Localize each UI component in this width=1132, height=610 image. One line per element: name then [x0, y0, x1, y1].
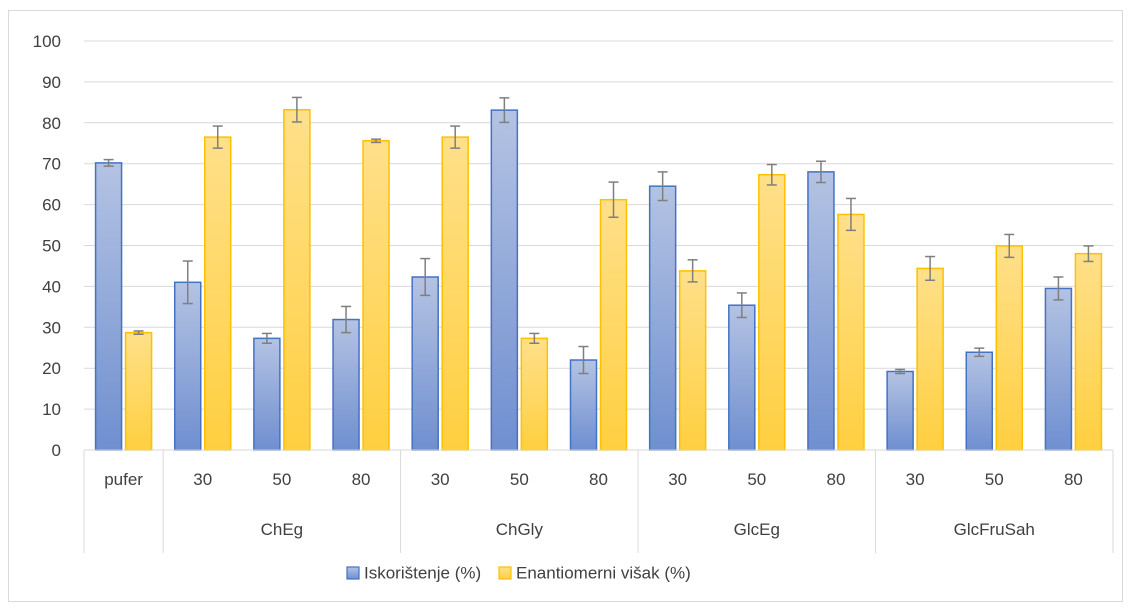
- y-tick-label: 30: [42, 318, 61, 337]
- bar: [1044, 287, 1073, 451]
- y-tick-label: 10: [42, 400, 61, 419]
- legend-swatch: [498, 566, 512, 580]
- bar: [362, 140, 390, 451]
- bar: [758, 173, 786, 451]
- bar: [807, 171, 835, 451]
- x-tick-label: pufer: [104, 470, 143, 489]
- bar: [520, 337, 549, 451]
- bar: [411, 276, 439, 451]
- legend-label: Enantiomerni višak (%): [516, 564, 691, 583]
- bar: [916, 267, 944, 451]
- x-tick-label: 80: [827, 470, 846, 489]
- legend-swatch: [346, 566, 360, 580]
- y-tick-label: 70: [42, 155, 61, 174]
- x-tick-label: 80: [352, 470, 371, 489]
- bar: [490, 109, 519, 451]
- bar: [678, 270, 707, 451]
- bar: [332, 318, 360, 451]
- y-tick-label: 40: [42, 277, 61, 296]
- y-tick-label: 90: [42, 73, 61, 92]
- bar: [94, 162, 123, 451]
- bar: [441, 136, 469, 451]
- x-tick-label: 80: [1064, 470, 1083, 489]
- bar: [995, 245, 1024, 451]
- bar: [569, 359, 598, 451]
- bar: [1074, 252, 1103, 451]
- bar: [837, 213, 865, 451]
- group-label: ChGly: [496, 520, 544, 539]
- bar: [728, 304, 756, 451]
- bar: [648, 185, 677, 451]
- bar: [965, 351, 994, 451]
- x-tick-label: 50: [272, 470, 291, 489]
- y-tick-label: 50: [42, 237, 61, 256]
- y-tick-label: 100: [33, 32, 61, 51]
- y-tick-label: 80: [42, 114, 61, 133]
- x-tick-label: 80: [589, 470, 608, 489]
- x-tick-label: 30: [906, 470, 925, 489]
- chart-area: 0 10 20 30 40 50 60 70 80 90 100 pufer 30 50 80 30 50 80 3…: [8, 10, 1123, 602]
- chart-svg: 0 10 20 30 40 50 60 70 80 90 100 pufer 30 50 80 30 50 80 3…: [33, 32, 1114, 583]
- group-label: GlcFruSah: [954, 520, 1035, 539]
- bar: [283, 108, 311, 451]
- bar: [253, 337, 281, 451]
- group-label: GlcEg: [734, 520, 780, 539]
- group-label: ChEg: [261, 520, 304, 539]
- x-tick-label: 30: [668, 470, 687, 489]
- x-tick-label: 50: [747, 470, 766, 489]
- legend-label: Iskorištenje (%): [364, 564, 481, 583]
- y-tick-label: 60: [42, 196, 61, 215]
- x-tick-label: 50: [510, 470, 529, 489]
- bar: [599, 198, 628, 451]
- bar: [173, 281, 202, 451]
- bar: [124, 331, 153, 451]
- x-tick-label: 30: [193, 470, 212, 489]
- bar: [203, 136, 232, 451]
- x-tick-label: 30: [431, 470, 450, 489]
- bar: [886, 370, 914, 451]
- y-tick-label: 0: [52, 441, 61, 460]
- y-tick-label: 20: [42, 359, 61, 378]
- x-tick-label: 50: [985, 470, 1004, 489]
